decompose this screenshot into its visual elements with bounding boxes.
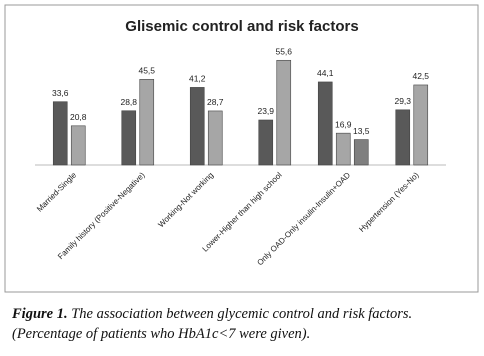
value-label: 28,8 [120, 97, 137, 107]
value-label: 16,9 [335, 119, 352, 129]
caption-text: The association between glycemic control… [12, 306, 413, 342]
value-label: 33,6 [52, 88, 69, 98]
bar [139, 79, 155, 166]
value-label: 28,7 [207, 97, 224, 107]
value-label: 44,1 [317, 68, 334, 78]
caption-label: Figure 1. [12, 306, 68, 322]
bar [52, 101, 68, 166]
bar [258, 119, 274, 166]
bar [353, 139, 369, 166]
figure-caption: Figure 1. The association between glycem… [12, 304, 480, 344]
value-label: 13,5 [353, 126, 370, 136]
bar [276, 59, 292, 166]
value-label: 23,9 [257, 106, 274, 116]
bar [121, 110, 137, 166]
bar [335, 132, 351, 166]
bar [395, 109, 411, 166]
value-label: 41,2 [189, 74, 206, 84]
bar [413, 84, 429, 166]
value-label: 29,3 [394, 96, 411, 106]
value-label: 20,8 [70, 112, 87, 122]
bar [70, 125, 86, 166]
value-label: 42,5 [412, 71, 429, 81]
bar [189, 87, 205, 166]
value-label: 55,6 [275, 47, 292, 57]
value-label: 45,5 [138, 66, 155, 76]
bar [317, 81, 333, 166]
chart: Glisemic control and risk factors 33,6 20… [4, 4, 479, 293]
bar [207, 110, 223, 166]
chart-title: Glisemic control and risk factors [125, 18, 358, 35]
